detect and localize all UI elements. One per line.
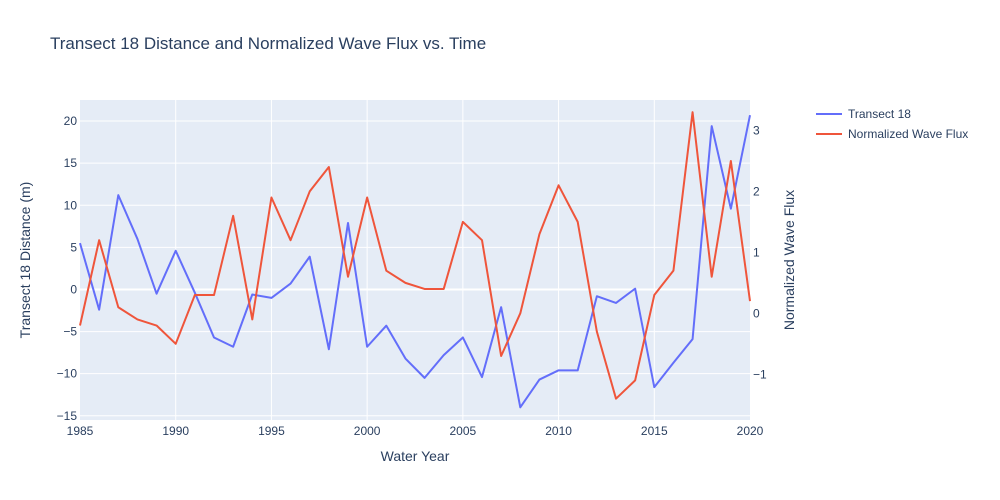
grid-lines [80,100,750,420]
y-tick-label: 0 [70,282,77,296]
legend: Transect 18 Normalized Wave Flux [816,107,968,141]
x-tick-label: 2005 [450,424,477,438]
x-tick-label: 1985 [67,424,94,438]
chart-title: Transect 18 Distance and Normalized Wave… [50,34,487,53]
y2-tick-label: −1 [753,367,767,381]
x-tick-label: 2015 [641,424,668,438]
y2-axis-ticks: −1 0 1 2 3 [753,123,767,381]
y-tick-label: 10 [64,198,78,212]
y-tick-label: 5 [70,240,77,254]
y2-axis-title: Normalized Wave Flux [781,190,797,330]
legend-label-transect-18[interactable]: Transect 18 [848,107,911,121]
y-tick-label: −10 [57,367,78,381]
legend-label-normalized-wave-flux[interactable]: Normalized Wave Flux [848,127,968,141]
series-lines [79,111,751,409]
y-tick-label: 20 [64,114,78,128]
x-axis-ticks: 1985 1990 1995 2000 2005 2010 2015 2020 [67,424,764,438]
y2-tick-label: 2 [753,184,760,198]
x-axis-title: Water Year [381,448,450,464]
x-tick-label: 2000 [354,424,381,438]
y2-tick-label: 3 [753,123,760,137]
y2-tick-label: 0 [753,306,760,320]
y-tick-label: 15 [64,156,78,170]
y-axis-title: Transect 18 Distance (m) [17,182,33,339]
series-line-transect-18[interactable] [79,114,751,409]
x-tick-label: 1995 [258,424,285,438]
x-tick-label: 2010 [545,424,572,438]
y-tick-label: −5 [63,325,77,339]
x-tick-label: 2020 [737,424,764,438]
y-axis-ticks: −15 −10 −5 0 5 10 15 20 [57,114,78,423]
y2-tick-label: 1 [753,245,760,259]
x-tick-label: 1990 [162,424,189,438]
y-tick-label: −15 [57,409,78,423]
series-line-normalized-wave-flux[interactable] [79,111,751,400]
